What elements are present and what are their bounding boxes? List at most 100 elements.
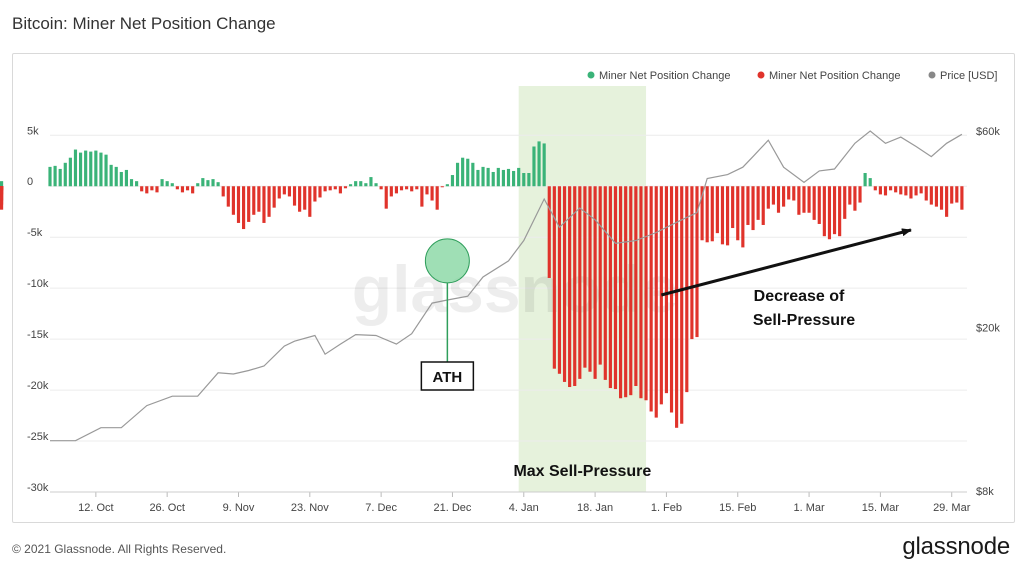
bar	[629, 186, 633, 396]
bar	[216, 182, 220, 187]
bar	[389, 186, 393, 197]
bar	[109, 164, 113, 187]
bar	[455, 162, 460, 187]
bar	[89, 151, 93, 187]
bar	[822, 186, 826, 237]
decrease-label-line1: Decrease of	[754, 288, 845, 305]
bar	[0, 186, 4, 189]
bar	[787, 186, 791, 200]
bar	[461, 157, 465, 187]
decrease-arrow	[660, 228, 912, 297]
y2-tick-label: $60k	[976, 126, 1000, 138]
bar	[812, 186, 816, 220]
bar	[873, 186, 877, 191]
bar	[226, 186, 230, 207]
bar	[929, 186, 933, 205]
bar	[766, 186, 770, 209]
bar	[807, 186, 811, 213]
bar	[333, 186, 337, 190]
bar	[522, 172, 526, 187]
bar	[221, 186, 225, 197]
x-tick-label: 9. Nov	[223, 502, 255, 514]
bar	[547, 186, 551, 278]
bar	[338, 186, 342, 194]
bar	[914, 186, 918, 196]
y-tick-label: -15k	[27, 329, 49, 341]
bar	[84, 150, 88, 187]
x-tick-label: 18. Jan	[577, 502, 613, 514]
bar	[267, 186, 271, 217]
bar	[476, 169, 480, 187]
x-tick-label: 1. Feb	[651, 502, 682, 514]
x-tick-label: 21. Dec	[434, 502, 472, 514]
bar	[649, 186, 653, 412]
bar	[420, 186, 424, 207]
bar	[124, 169, 128, 187]
bar	[557, 186, 562, 374]
bar	[608, 186, 612, 389]
bar	[506, 168, 511, 187]
bar	[150, 186, 154, 191]
bar	[48, 166, 52, 187]
bar	[725, 186, 730, 246]
legend-label: Price [USD]	[940, 70, 997, 82]
bar	[308, 186, 312, 217]
bar	[960, 186, 964, 210]
bar	[450, 175, 455, 187]
bar	[180, 186, 185, 193]
bar	[384, 186, 388, 209]
bar	[211, 179, 215, 187]
bar	[129, 179, 134, 187]
bar	[573, 186, 577, 387]
bar	[328, 186, 332, 191]
bar	[797, 186, 801, 215]
bar	[348, 184, 353, 187]
bar	[170, 183, 174, 187]
bar	[736, 186, 740, 241]
bar	[761, 186, 765, 225]
bar	[644, 186, 648, 401]
bar	[858, 186, 862, 203]
bar	[863, 172, 867, 187]
max-sell-pressure-label: Max Sell-Pressure	[513, 463, 651, 480]
bar	[247, 186, 251, 222]
bar	[68, 157, 72, 187]
bar	[471, 162, 475, 187]
bar	[889, 186, 893, 191]
bar	[746, 186, 750, 225]
y-tick-label: -5k	[27, 227, 43, 239]
bar	[354, 181, 358, 187]
glassnode-logo: glassnode	[902, 533, 1010, 560]
bar	[379, 186, 383, 190]
bar	[165, 181, 169, 187]
bar	[537, 141, 541, 187]
bar	[277, 186, 281, 199]
x-tick-label: 29. Mar	[933, 502, 971, 514]
x-tick-label: 15. Mar	[862, 502, 900, 514]
bar	[119, 171, 123, 187]
bar	[394, 186, 399, 194]
bar	[899, 186, 903, 195]
bar	[832, 186, 837, 235]
bar	[486, 167, 490, 187]
bar	[517, 167, 521, 187]
bar	[364, 183, 368, 187]
bar	[720, 186, 725, 245]
bar	[191, 186, 195, 194]
bar	[883, 186, 888, 196]
bar	[501, 169, 505, 187]
bar	[185, 186, 190, 191]
ath-label: ATH	[433, 369, 463, 386]
ath-marker	[424, 238, 470, 284]
bar	[369, 177, 373, 187]
copyright-text: © 2021 Glassnode. All Rights Reserved.	[12, 542, 227, 556]
bar	[843, 186, 847, 219]
x-tick-label: 1. Mar	[793, 502, 825, 514]
bar	[272, 186, 276, 208]
bar	[236, 186, 241, 223]
bar	[512, 170, 516, 187]
bar	[399, 186, 404, 191]
bar	[262, 186, 266, 223]
bar	[287, 186, 292, 197]
x-tick-label: 12. Oct	[78, 502, 113, 514]
